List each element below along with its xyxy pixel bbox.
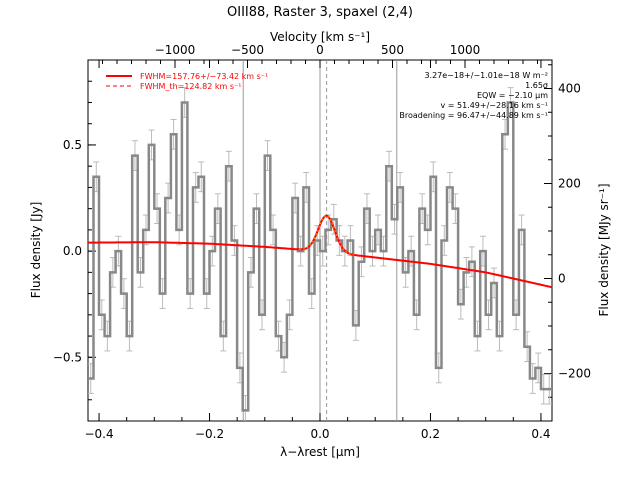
right-tick-label: 400 xyxy=(558,82,581,96)
gaussian-component xyxy=(299,215,355,256)
velocity-tick-label: 0 xyxy=(316,43,324,57)
x-axis-label: λ−λrest [µm] xyxy=(280,445,360,459)
y-axis-label-left: Flux density [Jy] xyxy=(29,202,43,299)
spectrum-line xyxy=(88,101,552,412)
right-tick-label: 200 xyxy=(558,177,581,191)
y-axis-label-right: Flux density [MJy sr⁻¹] xyxy=(597,183,611,316)
velocity-tick-label: −1000 xyxy=(155,43,196,57)
fit-annotation: EQW = −2.10 µm xyxy=(477,91,548,100)
fit-line xyxy=(88,214,552,289)
x-tick-label: −0.2 xyxy=(195,427,224,441)
y-tick-label: −0.5 xyxy=(53,350,82,364)
top-axis-label: Velocity [km s⁻¹] xyxy=(270,30,370,44)
fit-annotation: 1.65σ xyxy=(525,81,548,90)
y-tick-label: 0.5 xyxy=(63,138,82,152)
x-tick-label: 0.4 xyxy=(531,427,550,441)
chart-title: OIII88, Raster 3, spaxel (2,4) xyxy=(227,5,413,20)
legend-label: FWHM_th=124.82 km s⁻¹ xyxy=(140,82,241,91)
right-tick-label: 0 xyxy=(558,272,566,286)
fit-annotation: v = 51.49+/−28.16 km s⁻¹ xyxy=(440,101,548,110)
fit-annotation: 3.27e−18+/−1.01e−18 W m⁻² xyxy=(424,71,548,80)
velocity-tick-label: −500 xyxy=(231,43,264,57)
right-tick-label: −200 xyxy=(558,367,591,381)
fit-annotation: Broadening = 96.47+/−44.89 km s⁻¹ xyxy=(399,111,548,120)
x-tick-label: −0.4 xyxy=(84,427,113,441)
legend-label: FWHM=157.76+/−73.42 km s⁻¹ xyxy=(140,72,268,81)
x-tick-label: 0.2 xyxy=(421,427,440,441)
x-tick-label: 0.0 xyxy=(310,427,329,441)
data-layer xyxy=(88,87,552,421)
y-tick-label: 0.0 xyxy=(63,244,82,258)
velocity-tick-label: 1000 xyxy=(450,43,481,57)
velocity-tick-label: 500 xyxy=(381,43,404,57)
